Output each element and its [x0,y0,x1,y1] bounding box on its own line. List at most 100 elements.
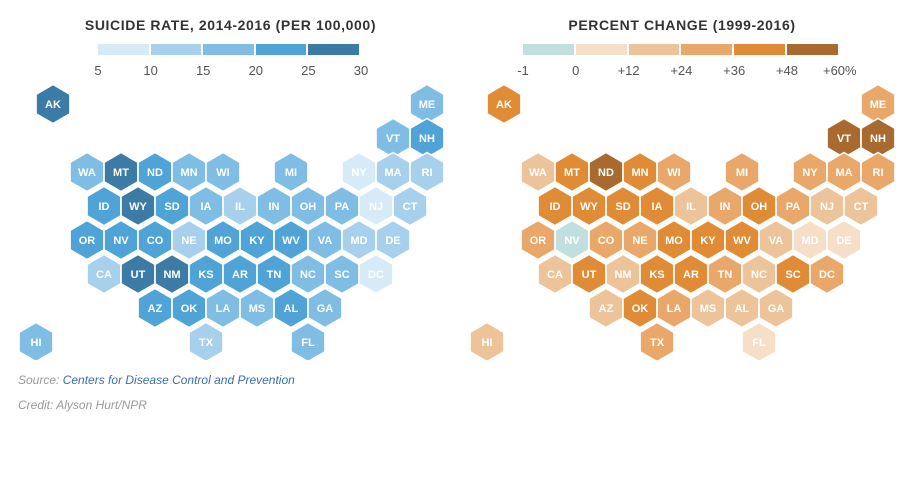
state-tile-mo[interactable]: MO [205,219,241,261]
state-tile-nh[interactable]: NH [409,117,445,159]
state-tile-al[interactable]: AL [273,287,309,329]
state-tile-fl[interactable]: FL [741,321,777,361]
state-tile-nd[interactable]: ND [588,151,624,193]
state-tile-ar[interactable]: AR [673,253,709,295]
state-tile-wy[interactable]: WY [571,185,607,227]
state-tile-wa[interactable]: WA [69,151,105,193]
state-tile-ny[interactable]: NY [792,151,828,193]
state-tile-nv[interactable]: NV [554,219,590,261]
state-tile-dc[interactable]: DC [809,253,845,295]
state-tile-la[interactable]: LA [656,287,692,329]
state-tile-nd[interactable]: ND [137,151,173,193]
state-tile-md[interactable]: MD [792,219,828,261]
state-tile-ok[interactable]: OK [622,287,658,329]
state-tile-ks[interactable]: KS [188,253,224,295]
state-tile-ca[interactable]: CA [86,253,122,295]
state-tile-sd[interactable]: SD [605,185,641,227]
state-tile-or[interactable]: OR [69,219,105,261]
state-tile-in[interactable]: IN [707,185,743,227]
state-tile-me[interactable]: ME [860,83,896,125]
state-tile-wv[interactable]: WV [724,219,760,261]
state-tile-ky[interactable]: KY [690,219,726,261]
state-tile-ia[interactable]: IA [188,185,224,227]
state-tile-co[interactable]: CO [137,219,173,261]
state-tile-va[interactable]: VA [758,219,794,261]
state-tile-co[interactable]: CO [588,219,624,261]
state-tile-ut[interactable]: UT [120,253,156,295]
state-tile-tx[interactable]: TX [188,321,224,361]
state-tile-tx[interactable]: TX [639,321,675,361]
state-tile-de[interactable]: DE [375,219,411,261]
state-tile-mt[interactable]: MT [103,151,139,193]
state-tile-ga[interactable]: GA [307,287,343,329]
state-tile-sc[interactable]: SC [775,253,811,295]
state-tile-de[interactable]: DE [826,219,862,261]
state-tile-ut[interactable]: UT [571,253,607,295]
state-tile-ak[interactable]: AK [486,83,522,125]
state-tile-ia[interactable]: IA [639,185,675,227]
state-tile-mn[interactable]: MN [171,151,207,193]
state-label: MS [249,303,266,315]
state-tile-az[interactable]: AZ [137,287,173,329]
state-tile-mt[interactable]: MT [554,151,590,193]
state-tile-mo[interactable]: MO [656,219,692,261]
state-tile-wi[interactable]: WI [656,151,692,193]
state-tile-nv[interactable]: NV [103,219,139,261]
state-tile-ms[interactable]: MS [239,287,275,329]
state-tile-il[interactable]: IL [222,185,258,227]
state-tile-wy[interactable]: WY [120,185,156,227]
state-tile-in[interactable]: IN [256,185,292,227]
state-tile-nj[interactable]: NJ [358,185,394,227]
state-tile-ms[interactable]: MS [690,287,726,329]
state-tile-id[interactable]: ID [86,185,122,227]
state-tile-ny[interactable]: NY [341,151,377,193]
state-tile-tn[interactable]: TN [256,253,292,295]
state-tile-nm[interactable]: NM [154,253,190,295]
state-tile-ky[interactable]: KY [239,219,275,261]
state-tile-fl[interactable]: FL [290,321,326,361]
state-tile-md[interactable]: MD [341,219,377,261]
state-tile-ok[interactable]: OK [171,287,207,329]
state-tile-hi[interactable]: HI [469,321,505,361]
state-tile-sd[interactable]: SD [154,185,190,227]
state-tile-ma[interactable]: MA [375,151,411,193]
source-link[interactable]: Centers for Disease Control and Preventi… [62,373,295,387]
state-tile-ne[interactable]: NE [622,219,658,261]
state-tile-tn[interactable]: TN [707,253,743,295]
state-tile-sc[interactable]: SC [324,253,360,295]
state-tile-wi[interactable]: WI [205,151,241,193]
state-tile-or[interactable]: OR [520,219,556,261]
state-tile-ri[interactable]: RI [860,151,896,193]
state-tile-ct[interactable]: CT [843,185,879,227]
state-tile-hi[interactable]: HI [18,321,54,361]
state-tile-oh[interactable]: OH [290,185,326,227]
state-tile-az[interactable]: AZ [588,287,624,329]
state-tile-ct[interactable]: CT [392,185,428,227]
state-tile-ri[interactable]: RI [409,151,445,193]
state-tile-nc[interactable]: NC [741,253,777,295]
state-tile-ar[interactable]: AR [222,253,258,295]
state-tile-id[interactable]: ID [537,185,573,227]
state-tile-nj[interactable]: NJ [809,185,845,227]
state-tile-la[interactable]: LA [205,287,241,329]
state-tile-ma[interactable]: MA [826,151,862,193]
state-tile-mi[interactable]: MI [273,151,309,193]
state-tile-ca[interactable]: CA [537,253,573,295]
state-tile-dc[interactable]: DC [358,253,394,295]
state-tile-ga[interactable]: GA [758,287,794,329]
state-tile-wv[interactable]: WV [273,219,309,261]
state-tile-ks[interactable]: KS [639,253,675,295]
state-tile-mi[interactable]: MI [724,151,760,193]
state-tile-ak[interactable]: AK [35,83,71,125]
state-tile-mn[interactable]: MN [622,151,658,193]
state-tile-wa[interactable]: WA [520,151,556,193]
state-tile-al[interactable]: AL [724,287,760,329]
state-tile-pa[interactable]: PA [324,185,360,227]
state-tile-il[interactable]: IL [673,185,709,227]
state-tile-oh[interactable]: OH [741,185,777,227]
state-tile-ne[interactable]: NE [171,219,207,261]
state-tile-va[interactable]: VA [307,219,343,261]
state-tile-pa[interactable]: PA [775,185,811,227]
state-tile-nm[interactable]: NM [605,253,641,295]
state-tile-nc[interactable]: NC [290,253,326,295]
